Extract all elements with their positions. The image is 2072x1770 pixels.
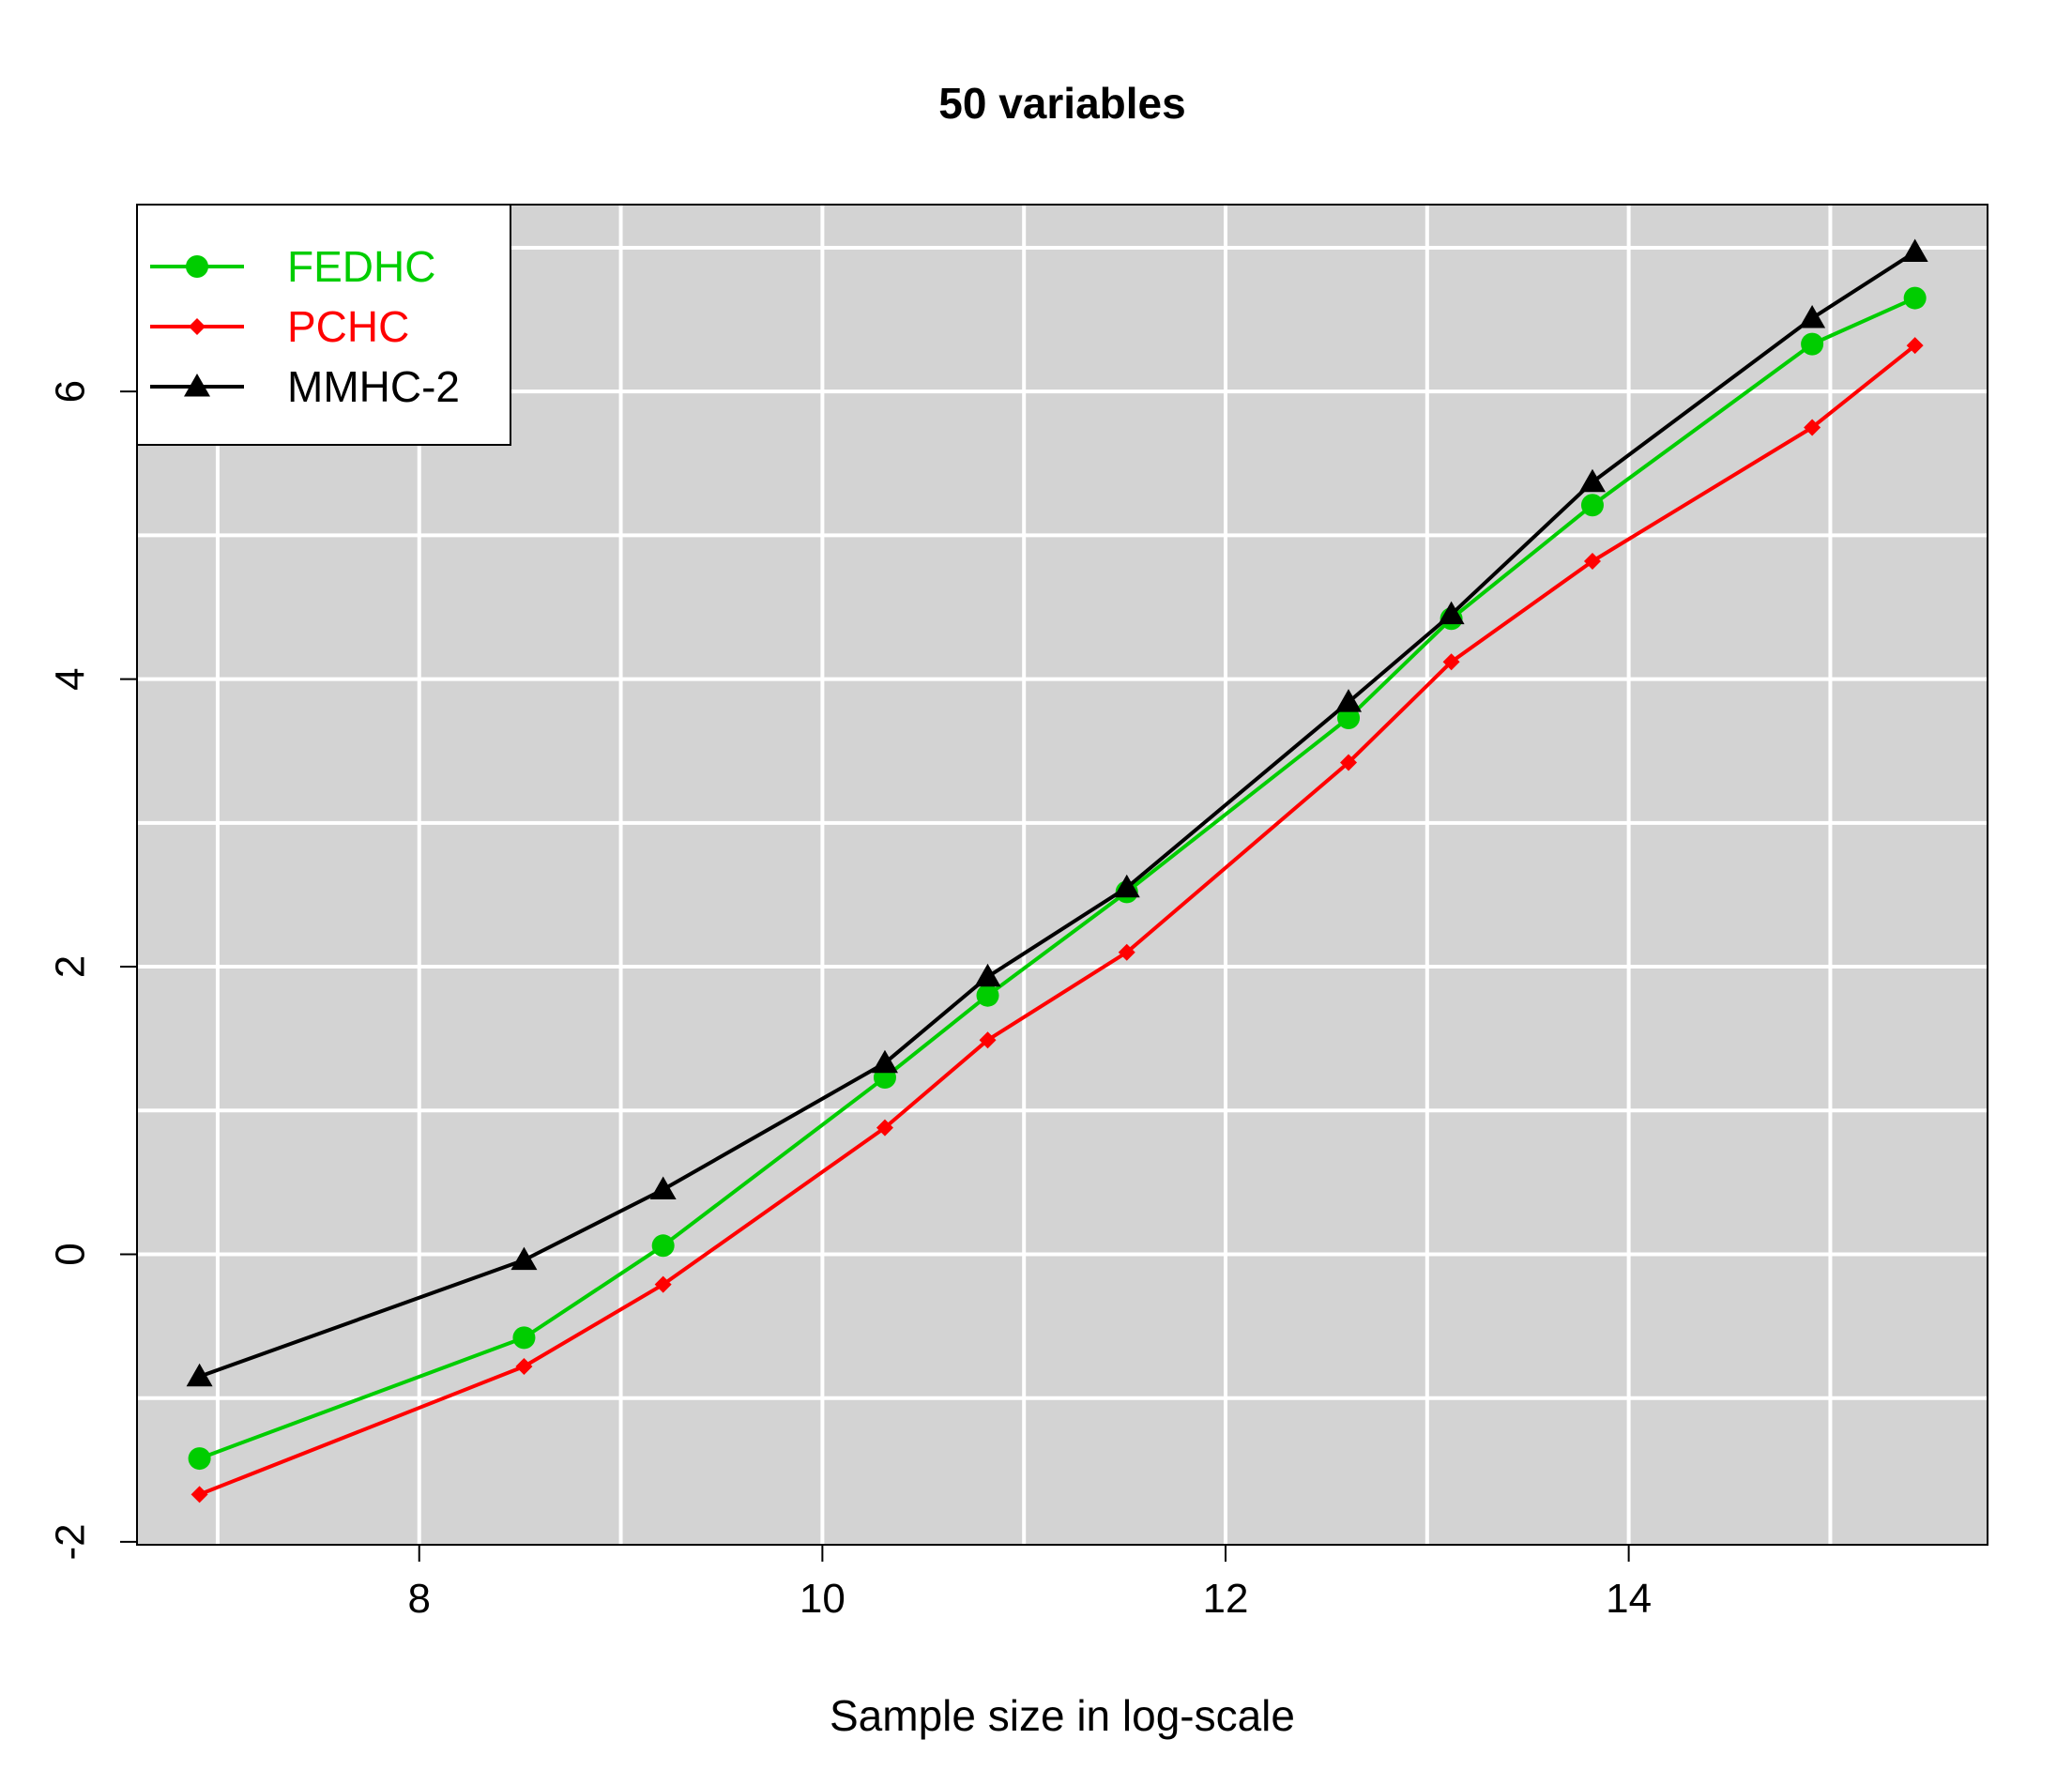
data-point xyxy=(1901,238,1928,263)
data-point xyxy=(979,1031,997,1049)
grid-lines xyxy=(137,205,1988,1545)
data-point xyxy=(974,963,1001,987)
x-tick-label: 14 xyxy=(1606,1576,1652,1622)
legend-label: PCHC xyxy=(287,302,409,351)
x-axis: 8 10 12 14 xyxy=(407,1544,1652,1622)
legend-label: FEDHC xyxy=(287,242,435,291)
y-tick-label: -2 xyxy=(48,1523,94,1560)
x-tick-label: 12 xyxy=(1203,1576,1249,1622)
data-point xyxy=(1118,943,1135,961)
data-point xyxy=(1804,419,1821,436)
data-point xyxy=(190,1486,208,1503)
series-pchc xyxy=(190,337,1924,1503)
data-point xyxy=(876,1119,893,1137)
data-point xyxy=(1906,337,1924,355)
data-point xyxy=(654,1275,672,1293)
x-tick-label: 10 xyxy=(800,1576,846,1622)
chart-title: 50 variables xyxy=(938,79,1185,128)
data-point xyxy=(651,1234,675,1258)
series-mmhc-2 xyxy=(186,238,1928,1387)
data-point xyxy=(1799,305,1826,328)
data-point xyxy=(189,318,206,335)
legend-item-pchc: PCHC xyxy=(150,302,409,351)
data-point xyxy=(1903,286,1927,310)
data-point xyxy=(871,1049,898,1074)
y-axis: -2 0 2 4 6 xyxy=(48,380,138,1560)
data-point xyxy=(515,1358,533,1376)
y-tick-label: 2 xyxy=(48,955,94,978)
data-point xyxy=(1580,494,1604,517)
series-layer xyxy=(186,238,1928,1503)
data-point xyxy=(512,1326,536,1350)
data-point xyxy=(1438,601,1465,625)
x-axis-label: Sample size in log-scale xyxy=(830,1691,1295,1740)
data-point xyxy=(1113,874,1140,898)
y-tick-label: 6 xyxy=(48,380,94,403)
legend-item-mmhc-2: MMHC-2 xyxy=(150,362,460,411)
data-point xyxy=(1583,552,1601,570)
data-point xyxy=(1340,754,1358,771)
legend: FEDHC PCHC MMHC-2 xyxy=(136,204,511,446)
data-point xyxy=(1801,332,1824,356)
legend-item-fedhc: FEDHC xyxy=(150,242,435,291)
data-point xyxy=(1335,689,1363,712)
data-point xyxy=(1337,706,1361,729)
legend-label: MMHC-2 xyxy=(287,362,460,411)
data-point xyxy=(186,255,208,278)
data-point xyxy=(188,1447,211,1471)
data-point xyxy=(184,374,210,397)
data-point xyxy=(186,1363,213,1387)
data-point xyxy=(1578,468,1606,493)
data-point xyxy=(1442,653,1460,671)
y-tick-label: 0 xyxy=(48,1243,94,1265)
x-tick-label: 8 xyxy=(407,1576,430,1622)
data-point xyxy=(510,1246,538,1271)
data-point xyxy=(976,984,999,1007)
data-point xyxy=(649,1176,677,1200)
y-tick-label: 4 xyxy=(48,667,94,690)
